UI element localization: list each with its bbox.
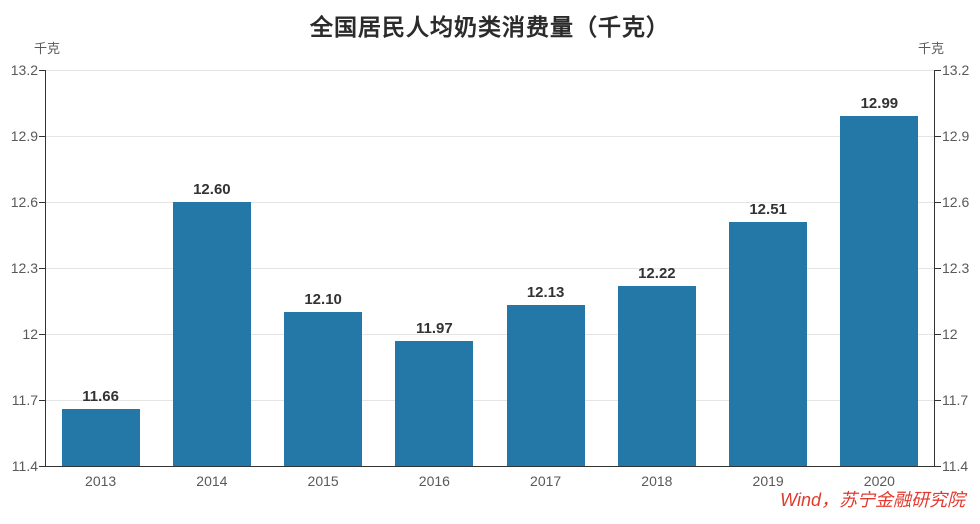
y-axis-tick-left [39, 202, 45, 203]
y-axis-tick-left [39, 70, 45, 71]
y-axis-line-left [45, 70, 46, 467]
y-axis-tick-left [39, 334, 45, 335]
bar [61, 408, 140, 466]
x-tick-label: 2014 [196, 473, 228, 489]
grid-line [46, 268, 934, 269]
y-tick-label-left: 12.6 [10, 194, 38, 210]
y-tick-label-left: 13.2 [10, 62, 38, 78]
bar-value-label: 12.51 [749, 200, 787, 218]
x-tick-label: 2015 [307, 473, 339, 489]
grid-line [46, 202, 934, 203]
bar-value-label: 12.99 [860, 95, 899, 113]
bar-value-label: 11.66 [82, 387, 119, 405]
y-tick-label-left: 11.7 [11, 392, 38, 408]
bar-value-label: 11.97 [416, 319, 453, 337]
y-axis-tick-left [39, 466, 45, 467]
grid-line [46, 70, 934, 71]
y-tick-label-left: 12.9 [10, 128, 38, 144]
y-tick-label-right: 11.4 [942, 458, 969, 474]
y-axis-tick-left [39, 400, 45, 401]
y-axis-tick-left [39, 136, 45, 137]
y-tick-label-right: 12.3 [942, 260, 970, 276]
y-axis-tick-right [935, 334, 941, 335]
y-tick-label-right: 12.9 [942, 128, 970, 144]
y-axis-tick-right [935, 136, 941, 137]
y-tick-label-left: 11.4 [11, 458, 38, 474]
grid-line [46, 334, 934, 335]
y-axis-tick-right [935, 70, 941, 71]
bar [506, 305, 585, 466]
bar [617, 285, 696, 466]
x-tick-label: 2018 [641, 473, 673, 489]
grid-line [46, 136, 934, 137]
bar [395, 340, 474, 466]
chart-title: 全国居民人均奶类消费量（千克） [310, 14, 670, 40]
bar [284, 312, 363, 466]
y-axis-tick-right [935, 400, 941, 401]
y-axis-tick-right [935, 202, 941, 203]
y-axis-tick-right [935, 466, 941, 467]
bar [172, 202, 251, 466]
y-axis-line-right [934, 70, 935, 467]
y-axis-tick-right [935, 268, 941, 269]
bar-value-label: 12.13 [526, 284, 565, 302]
x-axis-line [45, 466, 935, 467]
bar-chart-plot-area: 11.4 11.4 11.7 11.7 12 12 12.3 12.3 12.6 12.6 12.9… [11, 63, 970, 489]
bar-value-label: 12.22 [638, 264, 676, 282]
x-tick-label: 2016 [418, 473, 450, 489]
x-tick-label: 2020 [863, 473, 895, 489]
bar [840, 116, 919, 466]
grid-line [46, 400, 934, 401]
bar [729, 221, 808, 466]
y-tick-label-right: 12 [942, 326, 958, 342]
y-axis-unit-left: 千克 [34, 41, 61, 56]
x-tick-label: 2019 [752, 473, 784, 489]
y-tick-label-left: 12.3 [10, 260, 38, 276]
y-tick-label-left: 12 [22, 326, 38, 342]
y-axis-tick-left [39, 268, 45, 269]
x-tick-label: 2013 [85, 473, 117, 489]
x-tick-label: 2017 [530, 473, 562, 489]
y-tick-label-right: 11.7 [942, 392, 969, 408]
bar-value-label: 12.10 [304, 291, 342, 308]
y-tick-label-right: 13.2 [942, 62, 970, 78]
y-tick-label-right: 12.6 [942, 194, 970, 210]
source-credit: Wind，苏宁金融研究院 [780, 490, 965, 510]
y-axis-unit-right: 千克 [917, 41, 944, 56]
bar-value-label: 12.60 [193, 181, 231, 198]
